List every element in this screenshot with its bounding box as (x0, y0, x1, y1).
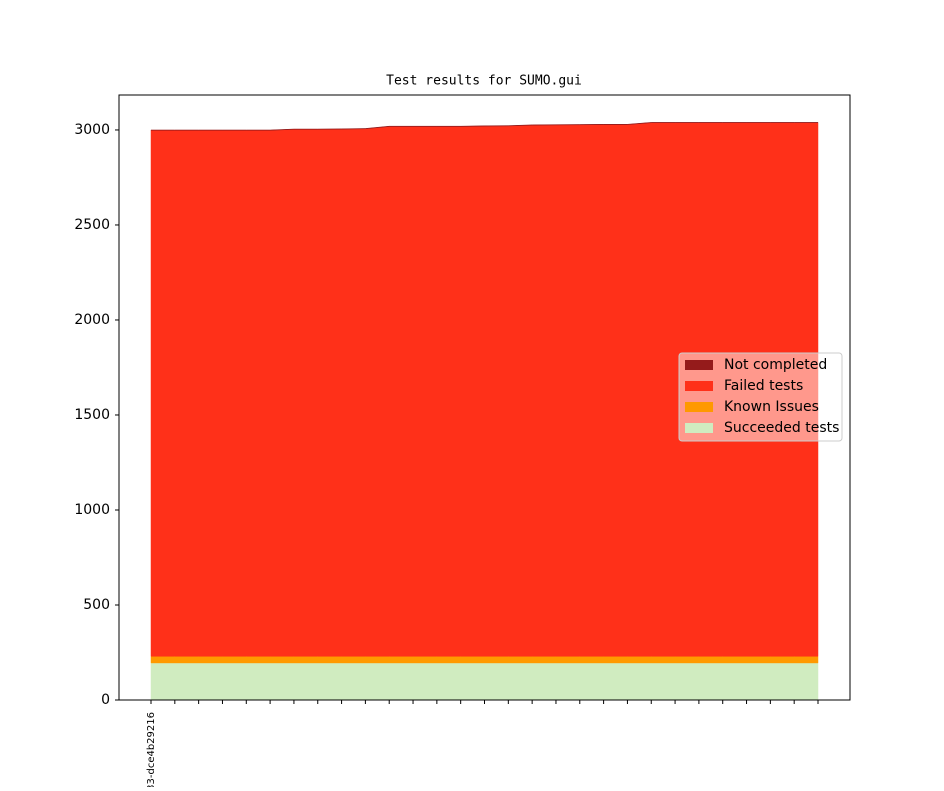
legend-label: Known Issues (724, 399, 819, 415)
y-tick-label: 2500 (74, 217, 110, 233)
y-tick-label: 3000 (74, 122, 110, 138)
legend-swatch (685, 381, 713, 391)
area (150, 656, 819, 664)
x-tick-label: 33-dce4b29216 (146, 712, 157, 787)
chart-title: Test results for SUMO.gui (386, 74, 582, 89)
legend-label: Not completed (724, 357, 827, 373)
y-tick-label: 500 (83, 597, 110, 613)
area (150, 122, 819, 131)
y-tick-label: 1000 (74, 502, 110, 518)
area (150, 662, 819, 701)
y-tick-label: 2000 (74, 312, 110, 328)
legend-swatch (685, 402, 713, 412)
y-tick-label: 0 (101, 692, 110, 708)
legend-label: Succeeded tests (724, 420, 839, 436)
y-tick-label: 1500 (74, 407, 110, 423)
legend-swatch (685, 360, 713, 370)
legend-box (678, 352, 843, 442)
legend-swatch (685, 423, 713, 433)
legend-label: Failed tests (724, 378, 803, 394)
